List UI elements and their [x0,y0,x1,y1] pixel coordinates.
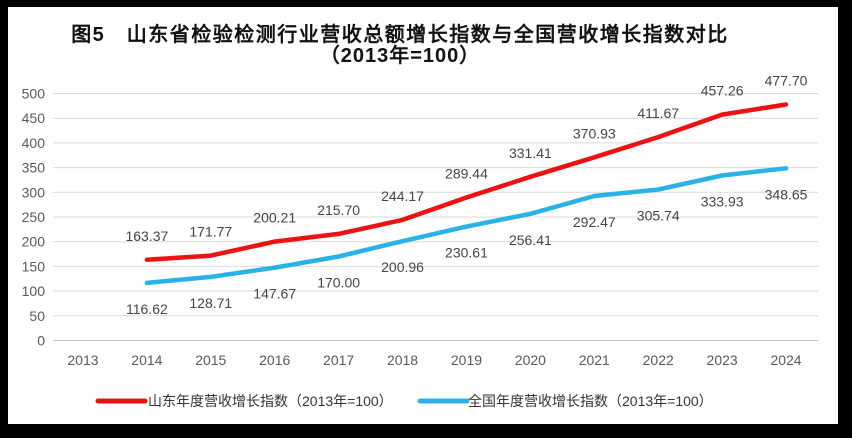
data-label: 170.00 [317,275,360,291]
x-tick-label: 2017 [323,352,354,368]
chart-title: 图5 山东省检验检测行业营收总额增长指数与全国营收增长指数对比 [71,22,729,46]
data-labels: 163.37 171.77 200.21 215.70 244.17 289.44 331.… [125,73,807,317]
x-tick-label: 2020 [515,352,546,368]
gridlines [53,93,818,341]
data-label: 200.21 [253,210,296,226]
y-tick-label: 500 [22,86,46,102]
chart-area: 0 50 100 150 200 250 300 350 400 450 500 2013 2014 20… [8,7,838,424]
data-label: 116.62 [126,301,168,317]
legend: 山东年度营收增长指数（2013年=100） 全国年度营收增长指数（2013年=1… [95,393,713,409]
x-tick-label: 2015 [195,352,226,368]
line-chart: 0 50 100 150 200 250 300 350 400 450 500 2013 2014 20… [22,22,818,409]
x-tick-label: 2023 [707,352,738,368]
y-tick-label: 400 [22,135,46,151]
legend-label-shandong: 山东年度营收增长指数（2013年=100） [148,393,393,409]
y-tick-label: 250 [22,209,46,225]
x-tick-label: 2013 [67,352,98,368]
data-label: 348.65 [765,186,808,202]
data-label: 477.70 [765,73,808,89]
series-line-national [144,166,789,286]
data-label: 171.77 [189,224,232,240]
y-tick-label: 150 [22,258,46,274]
data-label: 292.47 [573,214,616,230]
axis-tick-labels: 0 50 100 150 200 250 300 350 400 450 500 2013 2014 20… [22,86,802,369]
data-label: 333.93 [701,194,744,210]
data-label: 256.41 [509,232,552,248]
y-tick-label: 0 [37,333,45,349]
x-tick-label: 2022 [643,352,674,368]
data-label: 215.70 [317,202,360,218]
y-tick-label: 450 [22,110,46,126]
data-label: 289.44 [445,166,488,182]
data-label: 305.74 [637,207,680,223]
data-label: 457.26 [701,83,744,99]
series-line-shandong [144,102,789,263]
data-label: 244.17 [381,188,424,204]
x-tick-label: 2018 [387,352,418,368]
data-label: 200.96 [381,259,424,275]
x-tick-label: 2024 [770,352,801,368]
x-tick-label: 2014 [131,352,162,368]
y-tick-label: 300 [22,184,46,200]
data-label: 230.61 [445,245,488,261]
x-tick-label: 2019 [451,352,482,368]
data-label: 163.37 [125,228,168,244]
y-tick-label: 350 [22,160,46,176]
legend-label-national: 全国年度营收增长指数（2013年=100） [468,393,713,409]
y-tick-label: 200 [22,234,46,250]
data-label: 331.41 [509,145,552,161]
data-label: 411.67 [637,105,679,121]
chart-subtitle: （2013年=100） [320,43,481,67]
data-label: 147.67 [253,286,296,302]
y-tick-label: 50 [29,308,45,324]
data-label: 370.93 [573,125,616,141]
x-tick-label: 2016 [259,352,290,368]
data-label: 128.71 [189,295,232,311]
series-lines [144,102,789,286]
y-tick-label: 100 [22,283,46,299]
x-tick-label: 2021 [579,352,610,368]
